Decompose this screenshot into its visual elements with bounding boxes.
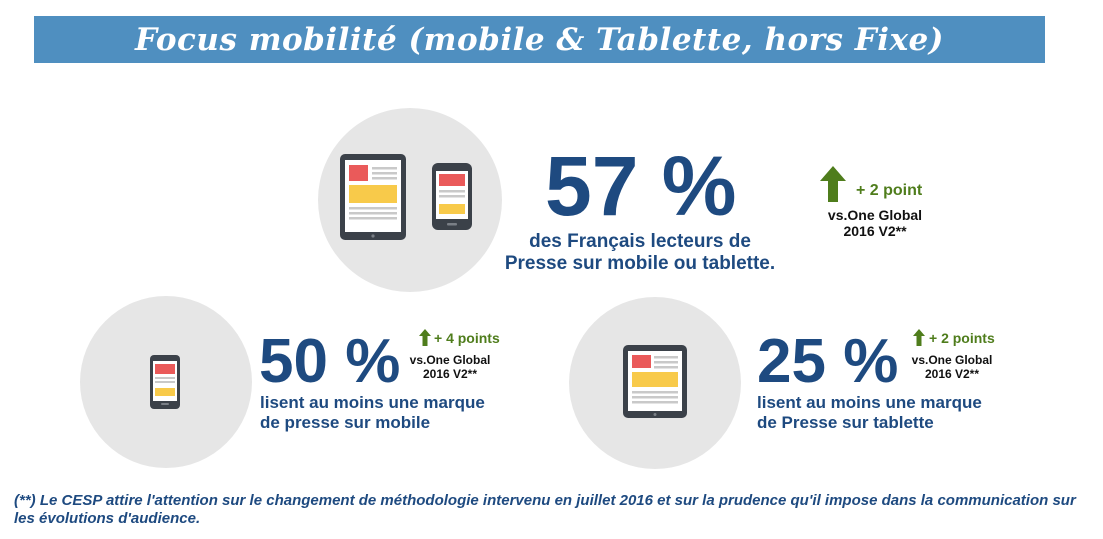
- tablet-icon: [340, 154, 406, 240]
- arrow-up-icon: [820, 166, 846, 202]
- main-stat-caption-line2: Presse sur mobile ou tablette.: [504, 252, 776, 274]
- methodology-footnote: (**) Le CESP attire l'attention sur le c…: [14, 492, 1076, 527]
- tablet-stat-delta: + 2 points: [929, 330, 995, 346]
- mobile-stat-comparison-line1: vs.One Global: [409, 353, 491, 367]
- tablet-stat-caption-line2: de Presse sur tablette: [757, 412, 934, 432]
- tablet-stat-caption-line1: lisent au moins une marque: [757, 393, 982, 412]
- mobile-stat-comparison: vs.One Global 2016 V2**: [394, 353, 506, 382]
- tablet-icon: [623, 345, 687, 418]
- title-banner: Focus mobilité (mobile & Tablette, hors …: [34, 16, 1045, 63]
- mobile-stat-comparison-line2: 2016 V2**: [422, 366, 478, 381]
- mobile-stat-value: 50 %: [259, 327, 401, 396]
- mobile-stat-caption-line1: lisent au moins une marque: [260, 393, 485, 412]
- tablet-stat-comparison: vs.One Global 2016 V2**: [896, 353, 1008, 382]
- main-stat-caption-line1: des Français lecteurs de: [529, 231, 751, 252]
- main-stat-value: 57 %: [545, 139, 737, 233]
- main-stat-comparison-line1: vs.One Global: [827, 207, 923, 223]
- main-stat-comparison: vs.One Global 2016 V2**: [800, 207, 950, 239]
- smartphone-icon: [150, 355, 180, 409]
- mobile-stat-caption: lisent au moins une marque de presse sur…: [260, 393, 485, 432]
- arrow-up-icon: [913, 329, 925, 346]
- tablet-stat-value: 25 %: [757, 327, 899, 396]
- main-stat-delta: + 2 point: [856, 182, 923, 199]
- mobile-stat-caption-line2: de presse sur mobile: [260, 412, 431, 432]
- page-title: Focus mobilité (mobile & Tablette, hors …: [135, 21, 944, 58]
- mobile-stat-delta: + 4 points: [434, 330, 500, 346]
- tablet-stat-caption: lisent au moins une marque de Presse sur…: [757, 393, 982, 432]
- main-stat-caption: des Français lecteurs de Presse sur mobi…: [490, 231, 790, 275]
- main-stat-comparison-line2: 2016 V2**: [843, 223, 907, 240]
- smartphone-icon: [432, 163, 472, 230]
- tablet-stat-comparison-line1: vs.One Global: [911, 353, 993, 367]
- tablet-stat-comparison-line2: 2016 V2**: [924, 366, 980, 381]
- arrow-up-icon: [419, 329, 431, 346]
